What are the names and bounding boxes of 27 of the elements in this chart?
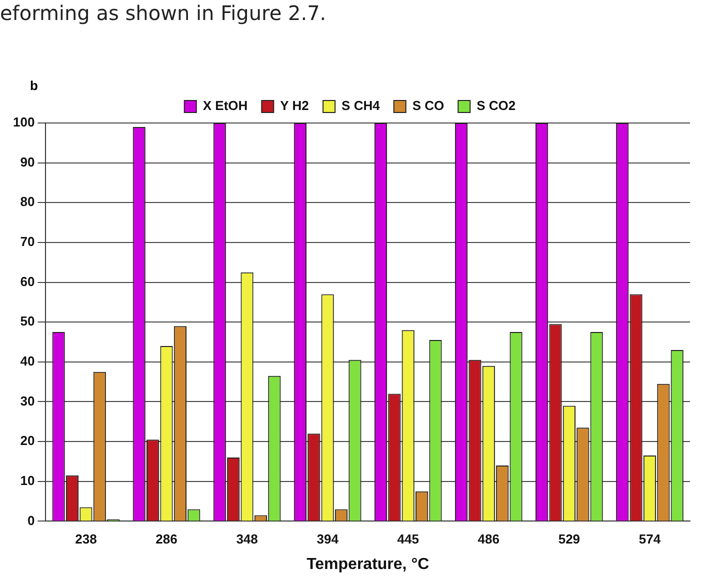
text: b <box>30 78 38 93</box>
y-tick-label: 60 <box>20 274 35 289</box>
legend-label: S CO2 <box>476 98 516 114</box>
legend-label: X EtOH <box>202 98 248 114</box>
y-tick-label: 100 <box>12 114 35 130</box>
legend-label: S CH4 <box>342 98 381 114</box>
y-tick-label: 0 <box>27 512 35 528</box>
y-tick-label: 80 <box>20 194 35 210</box>
legend-label: S CO <box>412 98 444 114</box>
x-tick-label: 238 <box>75 532 97 547</box>
y-tick-label: 90 <box>20 154 35 170</box>
text: eforming as shown in Figure 2.7. <box>0 0 326 27</box>
x-tick-label: 529 <box>558 532 580 547</box>
y-tick-label: 70 <box>20 234 35 250</box>
x-tick-label: 486 <box>478 532 500 547</box>
x-tick-label: 348 <box>236 532 258 547</box>
x-tick-label: 286 <box>156 532 178 547</box>
y-tick-label: 30 <box>20 393 35 408</box>
y-tick-label: 40 <box>20 354 35 368</box>
legend-label: Y H2 <box>280 98 309 114</box>
x-tick-label: 445 <box>397 532 419 547</box>
y-tick-label: 10 <box>20 472 35 488</box>
x-axis-title: Temperature, °C <box>306 556 430 573</box>
x-tick-label: 574 <box>638 532 662 547</box>
y-tick-label: 50 <box>20 314 35 329</box>
x-tick-label: 394 <box>316 532 340 547</box>
y-tick-label: 20 <box>20 433 35 448</box>
